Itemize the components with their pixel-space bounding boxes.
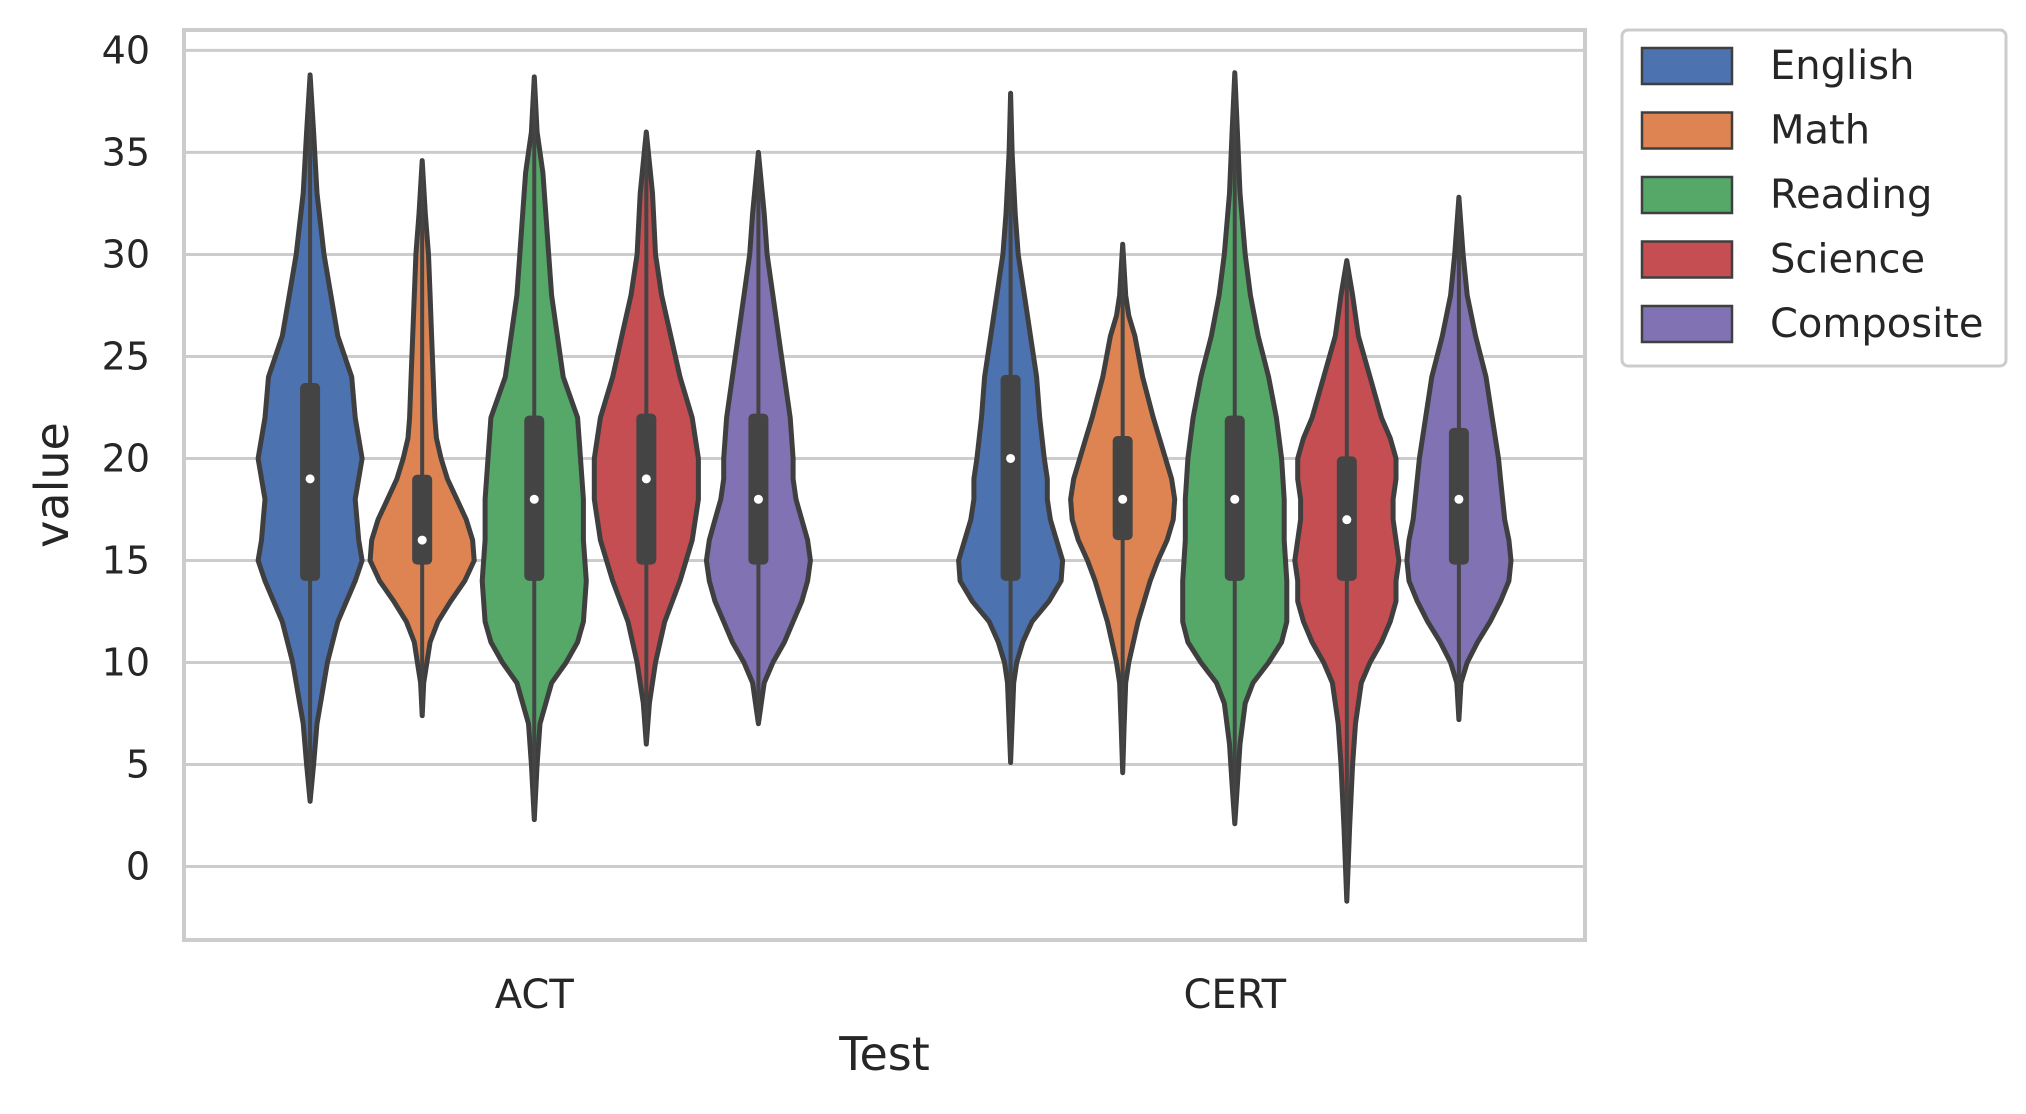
violin-median-dot — [753, 494, 763, 504]
violin-layer — [255, 70, 1514, 904]
y-tick-label: 25 — [102, 334, 150, 378]
violin-reading-cert — [1180, 70, 1290, 827]
y-tick-labels: 0 5 10 15 20 25 30 35 40 — [102, 28, 150, 888]
legend-item-math: Math — [1640, 108, 1870, 154]
violin-math-act — [367, 158, 477, 719]
x-tick-label: ACT — [495, 972, 575, 1018]
violin-median-dot — [1230, 494, 1240, 504]
legend-swatch — [1640, 175, 1734, 215]
violin-median-dot — [1118, 494, 1128, 504]
legend-label: Math — [1770, 108, 1870, 154]
x-axis-title: Test — [838, 1027, 930, 1081]
y-tick-label: 30 — [102, 232, 150, 276]
legend-swatch — [1640, 240, 1734, 279]
violin-iqr-box — [636, 413, 657, 565]
y-tick-label: 20 — [102, 436, 150, 480]
violin-science-cert — [1292, 258, 1402, 904]
violin-reading-act — [479, 74, 589, 823]
legend-swatch — [1640, 304, 1734, 344]
x-tick-label: CERT — [1183, 972, 1286, 1018]
violin-median-dot — [1342, 515, 1352, 525]
y-tick-label: 0 — [126, 845, 150, 889]
legend-label: Reading — [1770, 172, 1932, 218]
y-tick-label: 5 — [126, 743, 150, 787]
legend-item-reading: Reading — [1640, 172, 1932, 218]
y-tick-label: 10 — [102, 641, 150, 685]
violin-median-dot — [641, 474, 651, 484]
violin-composite-cert — [1404, 194, 1514, 723]
violin-iqr-box — [1000, 374, 1021, 581]
violin-median-dot — [1006, 453, 1016, 463]
violin-math-cert — [1068, 241, 1178, 776]
y-tick-label: 35 — [102, 130, 150, 174]
legend-item-composite: Composite — [1640, 301, 1983, 347]
x-tick-labels: ACT CERT — [495, 972, 1287, 1018]
violin-median-dot — [417, 535, 427, 545]
y-tick-label: 15 — [102, 538, 150, 582]
legend-label: Composite — [1770, 301, 1983, 347]
violin-iqr-box — [1112, 436, 1133, 541]
legend-label: English — [1770, 43, 1914, 89]
violin-median-dot — [305, 474, 315, 484]
legend-item-science: Science — [1640, 237, 1925, 283]
legend: English Math Reading Science Composite — [1620, 28, 2008, 368]
violin-median-dot — [529, 494, 539, 504]
violin-composite-act — [703, 149, 813, 727]
violin-iqr-box — [412, 474, 433, 565]
y-tick-label: 40 — [102, 28, 150, 72]
legend-label: Science — [1770, 237, 1925, 283]
violin-median-dot — [1454, 494, 1464, 504]
plot-frame — [182, 28, 1587, 942]
legend-swatch — [1640, 111, 1734, 150]
violin-english-act — [255, 72, 365, 804]
legend-swatch — [1640, 46, 1734, 86]
violin-iqr-box — [748, 413, 769, 565]
violin-science-act — [591, 129, 701, 747]
y-axis-title: value — [25, 422, 79, 548]
legend-item-english: English — [1640, 43, 1914, 89]
violin-english-cert — [956, 90, 1066, 765]
